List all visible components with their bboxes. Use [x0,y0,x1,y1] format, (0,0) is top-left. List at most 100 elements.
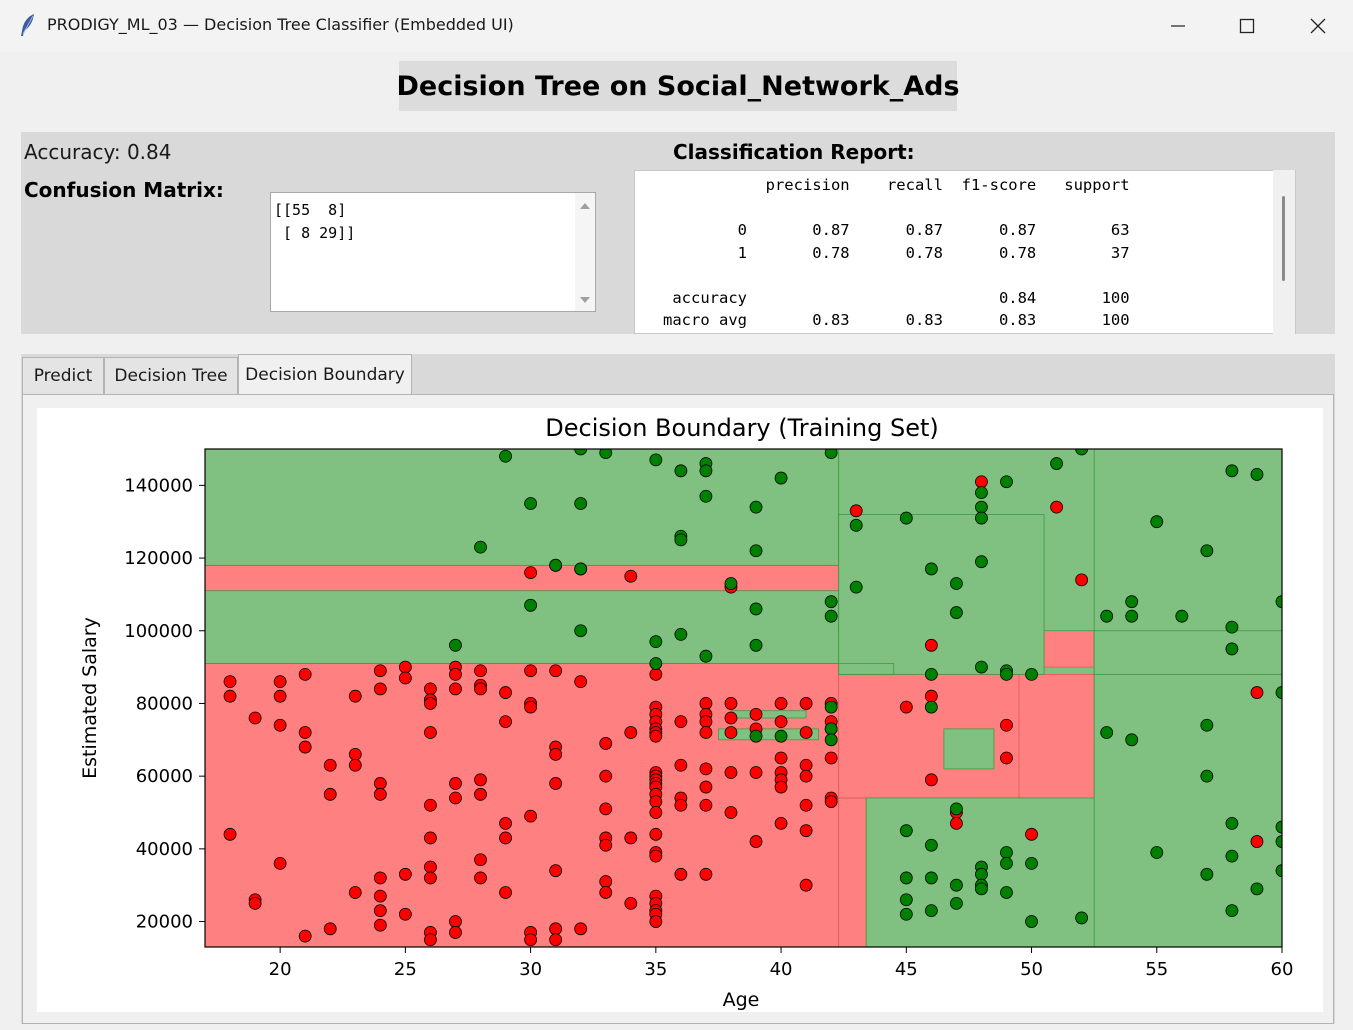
point-class-0 [549,777,563,790]
point-class-1 [975,660,988,674]
minimize-button[interactable] [1143,0,1213,52]
point-class-0 [724,711,738,725]
point-class-0 [398,907,412,921]
feather-icon [21,14,34,36]
point-class-0 [398,867,412,881]
point-class-0 [799,697,813,710]
plot-canvas: Decision Boundary (Training Set) 20 25 30 3… [37,408,1323,1012]
tab-label: Predict [33,366,93,386]
point-class-1 [1275,835,1282,848]
x-tick-label: 25 [394,959,417,980]
point-class-0 [774,751,788,765]
boundary-regions [205,449,1282,947]
point-class-0 [398,671,412,685]
region-class-1 [1093,449,1282,947]
point-class-0 [774,697,788,710]
point-class-0 [799,726,813,739]
title-bar[interactable]: PRODIGY_ML_03 — Decision Tree Classifier… [0,0,1353,52]
point-class-0 [373,918,387,932]
close-button[interactable] [1283,0,1353,52]
point-class-0 [499,886,512,899]
x-axis-label: Age [723,989,760,1011]
point-class-1 [1225,904,1239,918]
point-class-0 [599,737,613,750]
point-class-0 [649,806,663,819]
point-class-1 [849,580,863,594]
point-class-0 [298,726,312,739]
confusion-matrix-scrollbar[interactable] [575,193,595,311]
point-class-0 [1000,718,1013,732]
point-class-1 [949,878,963,892]
x-tick-label: 55 [1145,959,1168,980]
point-class-1 [899,824,913,838]
point-class-0 [499,817,512,830]
point-class-0 [449,915,462,928]
point-class-1 [1225,849,1239,863]
classification-report-textbox[interactable]: precision recall f1-score support 0 0.87… [634,170,1296,334]
point-class-1 [1025,667,1038,681]
point-class-0 [824,795,838,808]
point-class-0 [348,747,362,761]
point-class-1 [824,722,838,736]
scrollbar-thumb[interactable] [1282,196,1285,281]
tab-predict[interactable]: Predict [22,357,104,394]
x-tick-label: 35 [644,959,667,980]
classification-report-scrollbar[interactable] [1273,170,1295,334]
tab-decision-boundary[interactable]: Decision Boundary [238,354,412,395]
point-class-1 [1075,449,1089,456]
point-class-0 [699,697,713,710]
point-class-0 [449,682,462,696]
point-class-1 [1050,457,1063,470]
y-tick-label: 100000 [124,621,193,642]
point-class-0 [248,711,262,725]
point-class-1 [824,595,838,609]
maximize-button[interactable] [1212,0,1282,52]
point-class-0 [474,682,487,696]
point-class-1 [574,624,588,638]
scroll-up-icon[interactable] [575,197,595,217]
point-class-1 [975,555,988,569]
point-class-0 [924,689,938,703]
point-class-0 [624,896,638,910]
point-class-0 [398,660,412,674]
point-class-0 [649,795,663,808]
point-class-1 [674,627,688,641]
point-class-1 [699,649,713,663]
classification-report-text: precision recall f1-score support 0 0.87… [662,176,1130,329]
point-class-1 [1000,846,1013,859]
point-class-1 [949,606,963,619]
close-icon [1310,18,1326,34]
point-class-0 [223,689,237,703]
y-tick-label: 120000 [124,548,193,569]
point-class-1 [1225,817,1239,830]
point-class-1 [824,733,838,747]
point-class-0 [975,475,988,489]
tab-decision-tree[interactable]: Decision Tree [104,357,238,394]
accuracy-label: Accuracy: 0.84 [24,140,172,164]
point-class-1 [1000,475,1013,489]
point-class-0 [774,715,788,729]
point-class-0 [373,889,387,903]
point-class-1 [975,882,988,896]
point-class-0 [424,933,437,947]
point-class-1 [849,518,863,532]
confusion-matrix-label: Confusion Matrix: [24,178,224,202]
point-class-0 [273,689,287,703]
point-class-0 [474,664,487,678]
point-class-0 [624,569,638,583]
point-class-0 [449,667,462,681]
point-class-1 [1225,642,1239,656]
point-class-1 [674,533,688,547]
point-class-0 [298,667,312,681]
point-class-0 [649,915,663,928]
confusion-matrix-textbox[interactable]: [[55 8] [ 8 29]] [270,192,596,312]
region-class-1 [205,449,840,566]
point-class-1 [1100,609,1114,623]
notebook: Predict Decision Tree Decision Boundary … [21,354,1335,1024]
point-class-0 [799,824,813,838]
point-class-1 [574,449,588,456]
scroll-down-icon[interactable] [575,289,595,309]
point-class-1 [474,540,487,554]
maximize-icon [1239,18,1255,34]
point-class-1 [1125,595,1139,609]
